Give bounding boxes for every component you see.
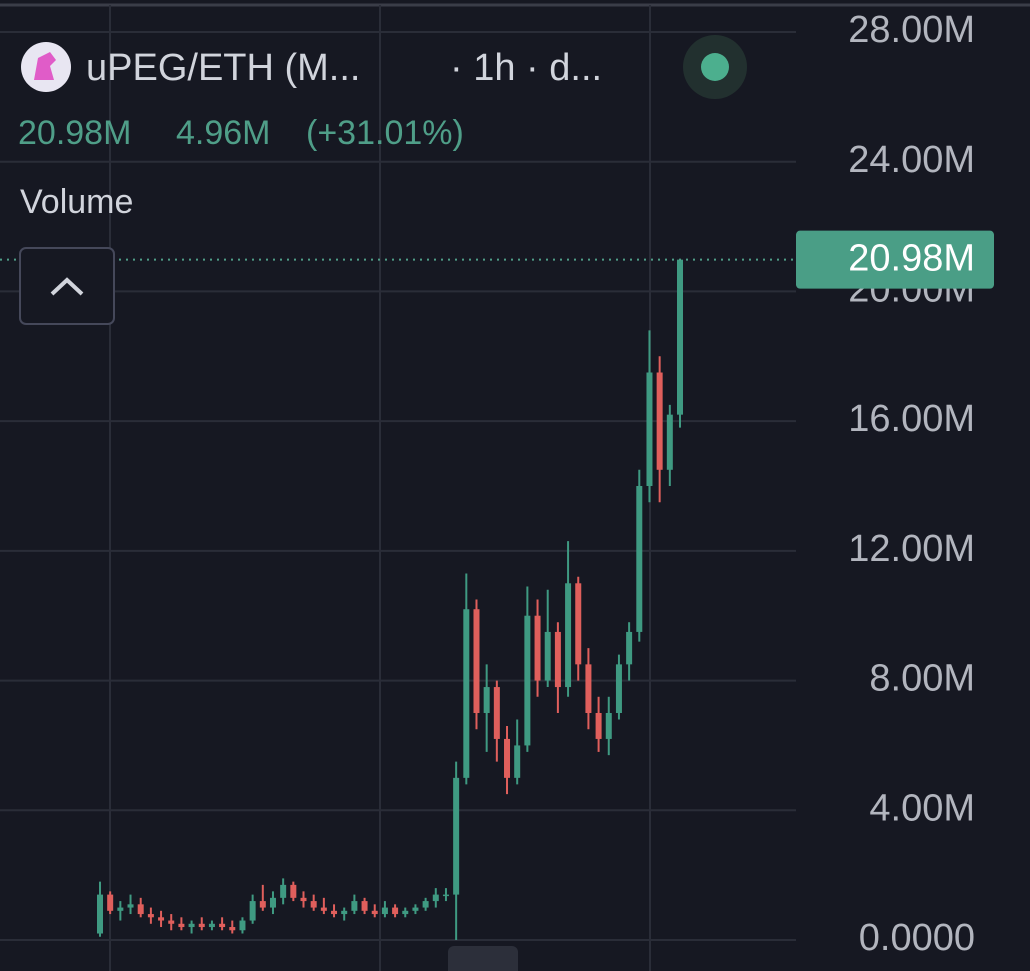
candles — [97, 259, 683, 940]
candle-body — [544, 631, 551, 681]
candle-body — [595, 713, 602, 739]
candle-body — [341, 910, 348, 915]
candle-body — [158, 917, 165, 921]
candle-body — [331, 910, 338, 915]
candle-body — [198, 923, 205, 928]
candle-body — [188, 923, 195, 928]
candle-body — [280, 884, 287, 898]
candle-body — [117, 907, 124, 911]
candle-body — [371, 910, 378, 915]
candle-body — [229, 927, 236, 931]
candle-body — [137, 904, 144, 915]
y-tick-label: 4.00M — [869, 787, 975, 829]
candle-body — [565, 583, 572, 688]
candle-body — [310, 901, 317, 908]
candle-body — [585, 664, 592, 714]
candle-body — [677, 259, 683, 415]
pair-title: uPEG/ETH (M... — [86, 47, 360, 89]
header: uPEG/ETH (M... · 1h · d... 20.98M 4.96M … — [18, 35, 747, 971]
candle-body — [249, 901, 256, 921]
candle-body — [442, 894, 449, 897]
candle-body — [463, 609, 470, 778]
candle-body — [575, 583, 582, 665]
candle-body — [646, 372, 653, 487]
collapse-button[interactable] — [19, 247, 115, 325]
y-tick-label: 24.00M — [848, 139, 975, 181]
candle-body — [107, 894, 114, 911]
candle-body — [127, 904, 134, 908]
candle-body — [473, 609, 480, 714]
candle-body — [493, 687, 500, 739]
y-tick-label: 12.00M — [848, 528, 975, 570]
candle-body — [381, 907, 388, 915]
candle-body — [412, 907, 419, 911]
candle-body — [269, 897, 276, 908]
candle-body — [97, 894, 103, 934]
candle-body — [259, 901, 266, 908]
pair-subtitle: · 1h · d... — [450, 47, 602, 89]
candle-body — [351, 901, 358, 911]
last-price-tag — [796, 230, 994, 289]
candle-body — [320, 907, 327, 911]
candle-body — [514, 745, 521, 778]
grid: 0.00004.00M8.00M12.00M16.00M20.00M24.00M… — [0, 9, 975, 959]
candle-body — [402, 910, 409, 915]
candle-body — [392, 907, 399, 915]
candle-body — [626, 631, 633, 665]
candle-body — [361, 901, 368, 911]
candle-body — [483, 687, 490, 714]
change-pct: (+31.01%) — [306, 114, 464, 152]
y-tick-label: 8.00M — [869, 658, 975, 700]
candle-body — [290, 884, 297, 898]
candle-body — [524, 615, 531, 746]
candle-body — [208, 923, 215, 928]
token-icon-art — [34, 52, 56, 80]
candle-body — [219, 923, 226, 928]
status-dot — [701, 53, 729, 81]
candle-body — [178, 923, 185, 928]
candle-body — [615, 664, 622, 714]
chevron-up — [50, 277, 84, 296]
last-price-label: 20.98M — [848, 238, 975, 280]
candle-body — [300, 897, 307, 902]
candle-body — [636, 486, 643, 632]
y-tick-label: 0.0000 — [859, 917, 975, 959]
candle-body — [605, 713, 612, 739]
candle-body — [656, 372, 663, 470]
y-tick-label: 16.00M — [848, 398, 975, 440]
candle-body — [147, 914, 154, 918]
candle-body — [666, 414, 673, 470]
last-value: 20.98M — [18, 114, 131, 152]
overlay: 20.98M — [0, 230, 994, 289]
candle-body — [453, 777, 460, 895]
candle-body — [534, 615, 541, 681]
candle-body — [554, 631, 561, 688]
candle-body — [168, 920, 175, 924]
candle-body — [239, 920, 246, 931]
scroll-button[interactable] — [448, 946, 518, 971]
candle-body — [504, 738, 511, 778]
y-tick-label: 28.00M — [848, 9, 975, 51]
candle-body — [422, 901, 429, 908]
indicator-name: Volume — [20, 183, 133, 221]
change: 4.96M — [176, 114, 271, 152]
candle-body — [432, 894, 439, 902]
